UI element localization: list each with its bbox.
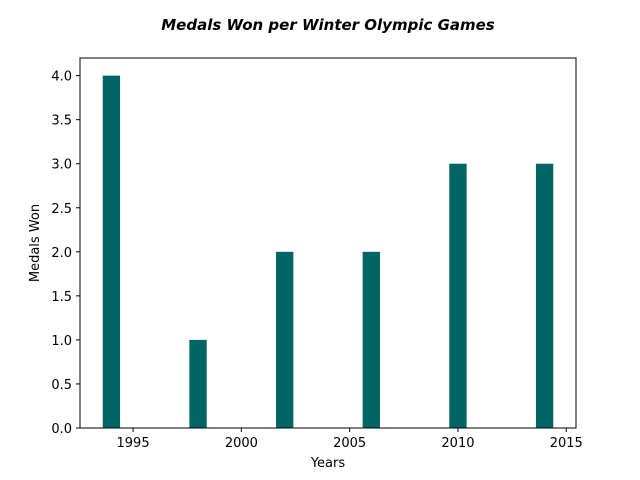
y-tick-label: 2.5 (51, 202, 72, 217)
x-tick-label: 2015 (550, 436, 583, 451)
x-tick-label: 2005 (333, 436, 366, 451)
bar-2002 (276, 251, 294, 428)
bar-2014 (535, 163, 554, 428)
chart-title: Medals Won per Winter Olympic Games (161, 16, 495, 34)
y-tick-label: 1.0 (51, 334, 72, 349)
x-tick-label: 2000 (225, 436, 258, 451)
bars-group (102, 75, 554, 428)
x-tick-label: 2010 (441, 436, 474, 451)
y-axis-label: Medals Won (28, 204, 43, 282)
x-tick-label: 1995 (117, 436, 150, 451)
bar-1994 (102, 75, 121, 428)
x-axis: 1995 2000 2005 2010 2015 (117, 428, 583, 451)
bar-2010 (449, 163, 467, 428)
y-tick-label: 0.0 (51, 422, 72, 437)
bar-2006 (362, 251, 380, 428)
y-tick-label: 3.5 (51, 114, 72, 129)
plot-frame (79, 57, 577, 429)
y-tick-label: 2.0 (51, 246, 72, 261)
y-tick-label: 3.0 (51, 158, 72, 173)
bar-1998 (189, 339, 207, 428)
y-tick-label: 1.5 (51, 290, 72, 305)
y-axis: 0.0 0.5 1.0 1.5 2.0 2.5 3.0 3.5 4.0 (51, 70, 80, 437)
x-axis-label: Years (310, 456, 346, 471)
y-tick-label: 4.0 (51, 70, 72, 85)
y-tick-label: 0.5 (51, 378, 72, 393)
